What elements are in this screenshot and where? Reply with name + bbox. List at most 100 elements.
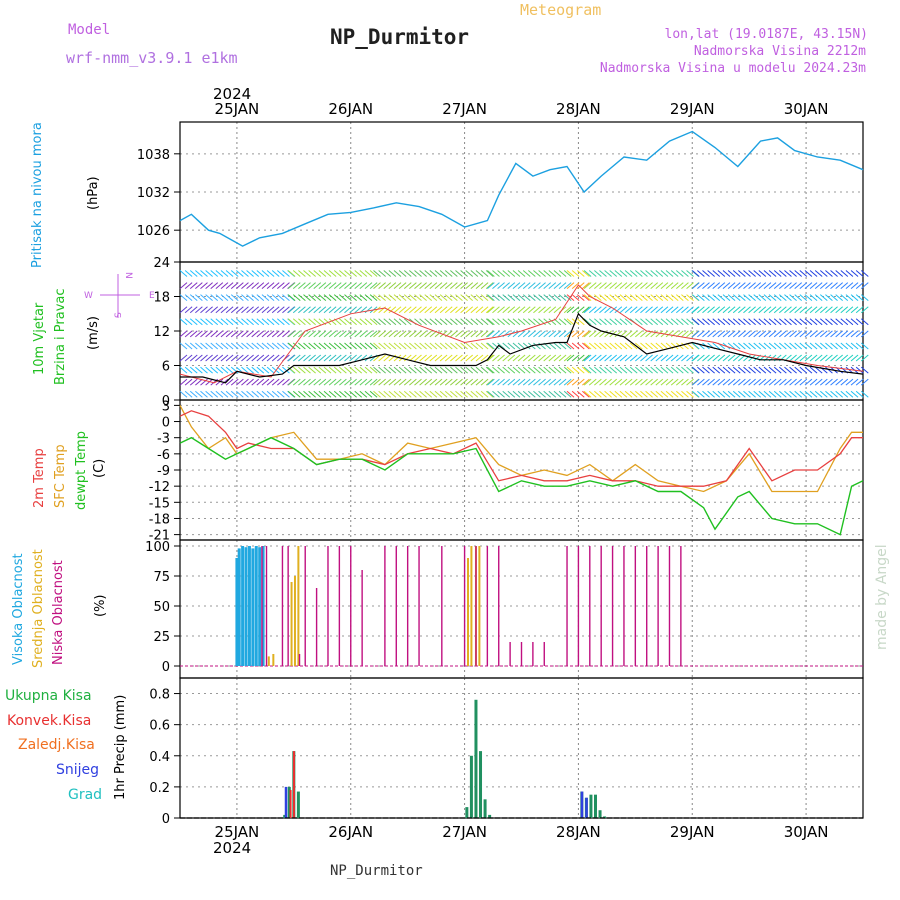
wind-barb <box>414 354 422 362</box>
wind-barb <box>419 306 427 314</box>
wind-barb <box>383 378 392 386</box>
wind-barb <box>640 294 648 302</box>
high-cloud-bar <box>247 546 251 666</box>
wind-barb <box>707 354 715 362</box>
low-cloud-bar <box>338 546 341 666</box>
wind-barb <box>373 342 381 350</box>
wind-barb <box>583 342 592 350</box>
wind-barb <box>241 306 249 314</box>
wind-barb <box>303 390 311 398</box>
wind-barb <box>419 282 427 289</box>
wind-barb <box>814 390 823 398</box>
wind-barb <box>855 294 864 302</box>
wind-barb <box>571 270 580 277</box>
wind-barb <box>298 378 306 386</box>
wind-barb <box>763 318 772 326</box>
wind-barb <box>323 390 332 398</box>
wind-barb <box>507 282 516 289</box>
wind-barb <box>830 378 838 386</box>
wind-barb <box>344 378 352 386</box>
wind-barb <box>429 282 438 289</box>
wind-barb <box>480 354 489 362</box>
wind-barb <box>845 342 854 350</box>
conv-rain-bar <box>292 751 295 818</box>
wind-barb <box>686 378 694 386</box>
wind-barb <box>819 330 828 338</box>
wind-barb <box>819 390 828 398</box>
wind-barb <box>732 330 741 338</box>
wind-barb <box>717 378 726 386</box>
wind-barb <box>261 390 270 398</box>
wind-barb <box>210 366 219 374</box>
wind-barb <box>277 294 285 302</box>
wind-barb <box>825 354 833 362</box>
wind-barb <box>485 390 494 398</box>
wind-barb <box>256 366 265 374</box>
wind-barb <box>256 318 265 326</box>
wind-barb <box>354 282 363 289</box>
precip-ytick-label: 0.4 <box>149 750 170 765</box>
mid-cloud-bar <box>290 582 293 666</box>
wind-barb <box>450 342 458 350</box>
wind-barb <box>794 306 803 314</box>
wind-barb <box>419 294 427 302</box>
wind-barb <box>378 378 386 386</box>
wind-barb <box>333 270 342 277</box>
wind-barb <box>487 366 495 374</box>
wind-barb <box>328 318 337 326</box>
low-cloud-bar <box>475 546 477 666</box>
wind-barb <box>256 378 265 386</box>
wind-barb <box>629 294 638 302</box>
wind-barb <box>184 378 193 386</box>
wind-barb <box>594 294 602 302</box>
wind-barb <box>563 270 572 277</box>
cloud-ylabel-3: Niska Oblacnost <box>51 560 66 665</box>
wind-barb <box>635 378 643 386</box>
wind-barb <box>717 270 726 277</box>
wind-barb <box>256 294 265 302</box>
wind-barb <box>768 330 777 338</box>
wind-barb <box>691 390 700 398</box>
bottom-day-label: 30JAN <box>784 823 829 841</box>
wind-barb <box>609 270 618 277</box>
wind-barb <box>681 282 689 289</box>
wind-barb <box>825 366 833 374</box>
wind-barb <box>349 378 357 386</box>
wind-barb <box>758 342 767 350</box>
wind-barb <box>563 354 572 362</box>
wind-barb <box>292 354 301 362</box>
wind-gust-line <box>179 284 864 384</box>
wind-barb <box>707 294 715 302</box>
wind-barb <box>583 354 592 362</box>
wind-barb <box>835 330 844 338</box>
wind-barb <box>675 318 684 326</box>
wind-barb <box>748 306 756 314</box>
total-rain-bar <box>287 786 291 818</box>
wind-barb <box>429 354 438 362</box>
wind-barb <box>655 354 664 362</box>
wind-barb <box>487 270 495 277</box>
wind-barb <box>230 318 239 326</box>
wind-barb <box>553 282 562 289</box>
wind-barb <box>640 318 648 326</box>
wind-barb <box>414 342 422 350</box>
wind-barb <box>543 318 552 326</box>
wind-barb <box>179 282 188 289</box>
wind-barb <box>277 378 285 386</box>
wind-barb <box>465 270 474 277</box>
wind-barb <box>758 306 767 314</box>
wind-barb <box>763 342 772 350</box>
wind-barb <box>460 390 468 398</box>
wind-barb <box>210 294 219 302</box>
temp-ytick-label: -9 <box>157 464 170 479</box>
wind-barb <box>609 354 618 362</box>
wind-barb <box>215 330 224 338</box>
wind-barb <box>748 318 756 326</box>
wind-barb <box>414 318 422 326</box>
wind-barb <box>543 282 552 289</box>
wind-barb <box>292 318 301 326</box>
wind-barb <box>349 330 357 338</box>
wind-barb <box>576 318 585 326</box>
bottom-day-label: 27JAN <box>442 823 487 841</box>
wind-barb <box>588 390 597 398</box>
